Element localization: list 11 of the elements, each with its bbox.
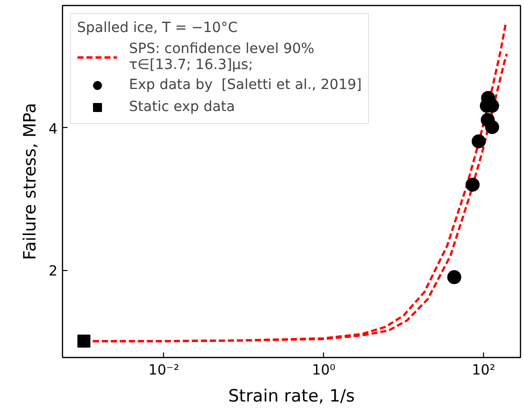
x-axis-title: Strain rate, 1/s (228, 386, 355, 406)
legend-label: SPS: confidence level 90% τ∈[13.7; 16.3]μs; (129, 41, 314, 73)
legend-label: Exp data by [Saletti et al., 2019] (129, 77, 362, 93)
y-axis-title: Failure stress, MPa (20, 102, 41, 260)
legend-title: Spalled ice, T = −10°C (77, 20, 239, 36)
x-tick-label: 10⁰ (312, 362, 336, 378)
x-tick-label: 10⁻² (148, 362, 180, 378)
y-tick-label: 4 (48, 121, 58, 138)
y-tick-label: 2 (48, 264, 58, 280)
x-tick-label: 10² (472, 362, 496, 378)
legend-label: Static exp data (129, 99, 236, 115)
